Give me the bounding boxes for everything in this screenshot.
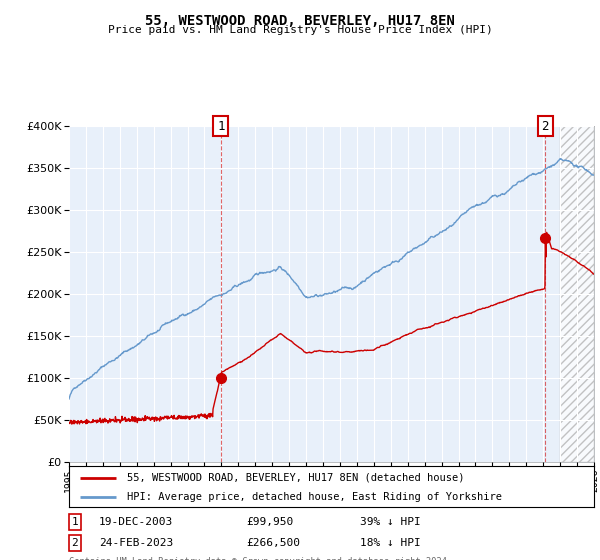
Text: 19-DEC-2003: 19-DEC-2003	[99, 517, 173, 527]
Text: 39% ↓ HPI: 39% ↓ HPI	[360, 517, 421, 527]
Text: Contains HM Land Registry data © Crown copyright and database right 2024.
This d: Contains HM Land Registry data © Crown c…	[69, 557, 452, 560]
Text: 55, WESTWOOD ROAD, BEVERLEY, HU17 8EN (detached house): 55, WESTWOOD ROAD, BEVERLEY, HU17 8EN (d…	[127, 473, 464, 483]
Text: 24-FEB-2023: 24-FEB-2023	[99, 538, 173, 548]
Text: 18% ↓ HPI: 18% ↓ HPI	[360, 538, 421, 548]
Text: 2: 2	[541, 119, 549, 133]
Text: £266,500: £266,500	[246, 538, 300, 548]
Text: 1: 1	[71, 517, 79, 527]
Text: 2: 2	[71, 538, 79, 548]
Text: Price paid vs. HM Land Registry's House Price Index (HPI): Price paid vs. HM Land Registry's House …	[107, 25, 493, 35]
Text: 55, WESTWOOD ROAD, BEVERLEY, HU17 8EN: 55, WESTWOOD ROAD, BEVERLEY, HU17 8EN	[145, 14, 455, 28]
Text: 1: 1	[217, 119, 224, 133]
Text: HPI: Average price, detached house, East Riding of Yorkshire: HPI: Average price, detached house, East…	[127, 492, 502, 502]
Text: £99,950: £99,950	[246, 517, 293, 527]
